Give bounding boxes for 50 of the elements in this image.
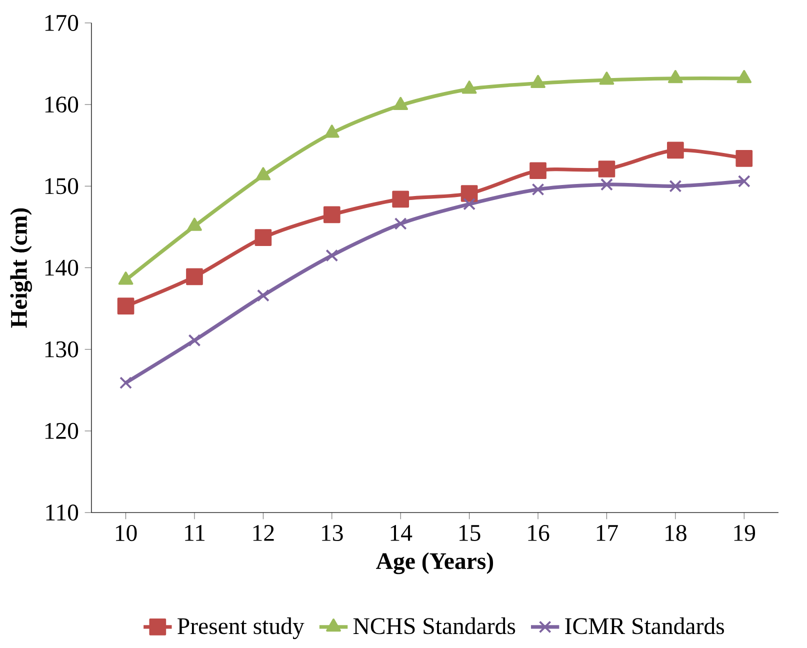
x-tick-label: 15 (460, 525, 480, 542)
x-tick-label: 13 (322, 525, 343, 542)
point (669, 180, 682, 193)
point (530, 162, 546, 180)
point (392, 190, 410, 208)
x-axis-title: Age (Years) (376, 552, 494, 574)
point (460, 185, 478, 202)
y-tick-label: 140 (45, 260, 78, 276)
point (186, 268, 203, 286)
point (256, 167, 271, 180)
x-tick-label: 10 (116, 525, 137, 542)
legend-label: NCHS Standards (353, 618, 516, 634)
point (598, 160, 616, 178)
y-tick-label: 160 (45, 96, 78, 113)
point (256, 289, 270, 302)
x-tick-label: 11 (185, 525, 205, 541)
y-axis-title: Height (cm) (10, 208, 32, 328)
point (738, 175, 750, 188)
y-tick-label: 130 (45, 341, 78, 358)
legend-label: ICMR Standards (565, 618, 724, 634)
point (394, 218, 407, 230)
x-tick-label: 17 (596, 525, 618, 541)
point (668, 70, 683, 84)
point (599, 72, 614, 85)
point (600, 178, 613, 191)
point (393, 97, 408, 110)
x-tick-label: 19 (734, 525, 756, 542)
legend-label: Present study (178, 618, 304, 640)
x-tick-label: 14 (390, 525, 412, 541)
point (736, 150, 753, 167)
point (326, 249, 338, 262)
x-tick-label: 18 (666, 525, 686, 542)
point (736, 70, 752, 84)
x-tick-label: 16 (528, 525, 550, 542)
point (324, 124, 340, 138)
x-tick-label: 12 (253, 525, 274, 541)
point (120, 376, 132, 390)
point (530, 75, 546, 88)
point (323, 206, 340, 224)
point (188, 334, 201, 347)
point (254, 229, 272, 246)
point (117, 298, 134, 315)
point (463, 198, 476, 210)
y-tick-label: 120 (45, 423, 78, 440)
y-tick-label: 150 (45, 178, 78, 194)
point (666, 142, 684, 159)
y-tick-label: 170 (45, 15, 78, 32)
y-tick-label: 110 (46, 504, 78, 521)
point (462, 80, 477, 94)
point (532, 183, 544, 196)
